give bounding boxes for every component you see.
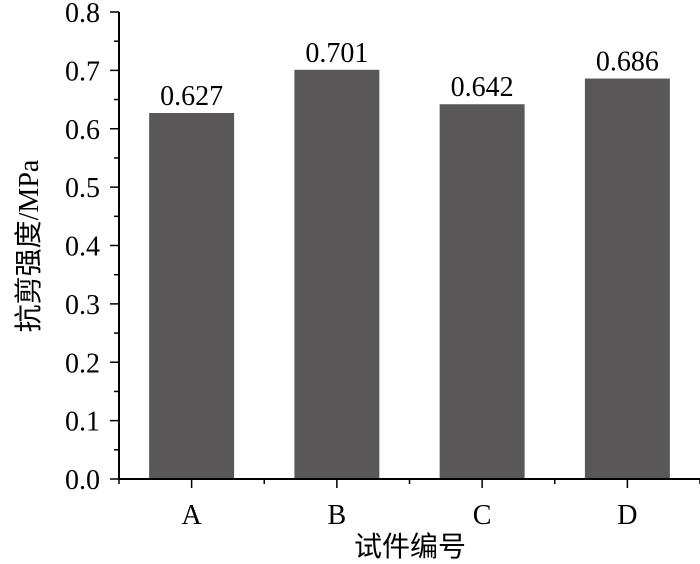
data-label-B: 0.701 xyxy=(305,38,368,69)
y-tick-label: 0.8 xyxy=(65,0,100,29)
x-tick-label: B xyxy=(328,500,347,531)
data-label-A: 0.627 xyxy=(160,81,223,112)
y-tick-label: 0.7 xyxy=(65,56,100,87)
x-tick-label: A xyxy=(182,500,203,531)
x-tick-label: D xyxy=(617,500,637,531)
bars: 0.627 0.701 0.642 0.686 xyxy=(149,38,670,480)
bar-A xyxy=(149,112,235,480)
data-label-C: 0.642 xyxy=(451,72,514,103)
bar-B xyxy=(294,69,380,479)
x-axis-label: 试件编号 xyxy=(354,531,466,563)
x-tick-label: C xyxy=(473,500,492,531)
bar-C xyxy=(439,104,525,480)
y-tick-label: 0.3 xyxy=(65,290,100,321)
y-tick-label: 0.2 xyxy=(65,348,100,379)
y-tick-label: 0.6 xyxy=(65,115,100,146)
bar-D xyxy=(584,78,670,480)
y-axis-label: 抗剪强度/MPa xyxy=(13,159,45,332)
y-tick-label: 0.1 xyxy=(65,407,100,438)
axes: A B C D 0.0 0.1 0.2 0.3 0.4 0.5 0.6 0.7 0.8 xyxy=(65,0,700,531)
y-tick-label: 0.4 xyxy=(65,232,100,263)
data-label-D: 0.686 xyxy=(596,47,659,78)
y-tick-label: 0.0 xyxy=(65,465,100,496)
y-tick-label: 0.5 xyxy=(65,173,100,204)
